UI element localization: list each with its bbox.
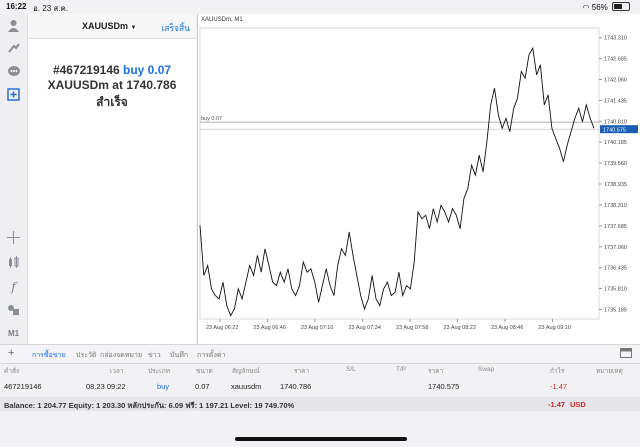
battery-percent: 56% <box>591 3 608 12</box>
battery-icon <box>612 2 630 11</box>
wifi-icon: ◠ <box>582 3 590 12</box>
order-line-label: buy 0.07 <box>201 116 222 122</box>
row-price: 1740.575 <box>428 382 460 391</box>
y-tick-label: 1735.810 <box>604 287 627 293</box>
y-tick-label: 1741.435 <box>604 98 627 104</box>
bottom-toolbar: + การซื้อขาย ประวัติ กล่องจดหมาย ข่าว บั… <box>0 344 640 364</box>
chevron-down-icon: ▼ <box>130 25 137 31</box>
row-time: 08.23 09:22 <box>86 382 126 391</box>
y-tick-label: 1737.060 <box>604 245 627 251</box>
order-status: สำเร็จ <box>96 95 128 109</box>
order-ticket-line: #467219146 buy 0.07 <box>28 63 196 77</box>
tab-news[interactable]: ข่าว <box>148 352 161 359</box>
col-symbol: สัญลักษณ์ <box>232 368 260 375</box>
left-toolbar: f M1 <box>0 14 28 344</box>
col-time: เวลา <box>110 368 124 375</box>
price-series-line <box>199 46 595 317</box>
x-tick-label: 23 Aug 06:46 <box>254 325 286 331</box>
order-ticket: #467219146 <box>52 63 124 77</box>
x-tick-label: 23 Aug 08:46 <box>491 325 523 331</box>
y-tick-label: 1738.935 <box>604 182 627 188</box>
y-tick-label: 1739.560 <box>604 161 627 167</box>
plot-frame <box>199 27 600 320</box>
date: อ. 23 ส.ค. <box>33 4 69 13</box>
col-profit: กำไร <box>550 368 565 375</box>
balance-bar: Balance: 1 204.77 Equity: 1 203.30 หลักป… <box>0 397 640 411</box>
chart-canvas: XAUUSDm, M1 1743.310 1742.685 1742.060 1741.… <box>199 17 638 331</box>
row-type: buy <box>157 382 170 391</box>
row-profit: -1.47 <box>550 382 568 391</box>
price-chart[interactable]: XAUUSDm, M1 1743.310 1742.685 1742.060 1741.… <box>197 14 640 344</box>
row-symbol: xauusdm <box>231 382 262 391</box>
add-icon[interactable]: + <box>8 347 15 359</box>
order-symbol: XAUUSDm at <box>47 78 127 92</box>
symbol-selector[interactable]: XAUUSDm ▼ <box>82 21 136 31</box>
x-tick-label: 23 Aug 07:10 <box>301 325 333 331</box>
chart-title: XAUUSDm, M1 <box>201 17 243 23</box>
x-tick-label: 23 Aug 09:10 <box>539 325 571 331</box>
home-indicator <box>235 437 407 441</box>
tab-mailbox[interactable]: กล่องจดหมาย <box>100 352 143 359</box>
done-button[interactable]: เสร็จสิ้น <box>161 23 190 33</box>
chat-icon[interactable] <box>4 62 23 81</box>
currency: USD <box>570 400 586 409</box>
order-price: 1740.786 <box>126 78 177 92</box>
x-tick-label: 23 Aug 07:58 <box>396 325 428 331</box>
timeframe-button[interactable]: M1 <box>7 329 20 338</box>
symbol-label: XAUUSDm <box>82 21 129 31</box>
status-bar: 16:22 อ. 23 ส.ค. ◠ 56% <box>0 0 640 14</box>
crosshair-icon[interactable] <box>4 228 23 247</box>
y-tick-label: 1735.185 <box>604 307 627 313</box>
total-profit: -1.47 <box>548 400 566 409</box>
col-sl: S/L <box>346 366 356 373</box>
balance-summary: Balance: 1 204.77 Equity: 1 203.30 หลักป… <box>4 401 295 410</box>
panel-header: XAUUSDm ▼ เสร็จสิ้น <box>28 14 196 39</box>
x-tick-label: 23 Aug 06:22 <box>206 325 238 331</box>
col-swap: Swap <box>478 366 495 373</box>
tab-trade[interactable]: การซื้อขาย <box>32 352 66 359</box>
account-icon[interactable] <box>4 16 23 35</box>
x-tick-label: 23 Aug 07:34 <box>349 325 381 331</box>
x-tick-label: 23 Aug 08:22 <box>444 325 476 331</box>
table-row[interactable]: 467219146 08.23 09:22 buy 0.07 xauusdm 1… <box>0 379 640 395</box>
new-order-icon[interactable] <box>4 85 23 104</box>
col-type: ประเภท <box>148 368 170 375</box>
tab-journal[interactable]: บันทึก <box>170 352 189 359</box>
col-ticket: คำสั่ง <box>4 368 20 375</box>
y-tick-label: 1742.685 <box>604 57 627 63</box>
col-comment: หมายเหตุ <box>596 368 623 375</box>
order-result-panel: XAUUSDm ▼ เสร็จสิ้น #467219146 buy 0.07 … <box>28 14 196 344</box>
y-tick-label: 1740.185 <box>604 140 627 146</box>
row-ticket: 467219146 <box>4 382 42 391</box>
current-price-label: 1740.575 <box>603 127 626 133</box>
indicators-icon[interactable]: f <box>11 279 16 294</box>
col-tp: T/P <box>396 366 407 373</box>
trades-table-header: คำสั่ง เวลา ประเภท ขนาด สัญลักษณ์ ราคา S… <box>0 363 640 377</box>
trade-icon[interactable] <box>4 39 23 58</box>
y-tick-label: 1738.310 <box>604 203 627 209</box>
y-tick-label: 1742.060 <box>604 78 627 84</box>
current-price-tag <box>600 125 638 134</box>
window-icon[interactable] <box>620 348 632 360</box>
y-tick-label: 1740.810 <box>604 119 627 125</box>
tab-settings[interactable]: การตั้งค่า <box>197 352 226 359</box>
y-tick-label: 1737.685 <box>604 224 627 230</box>
candles-icon[interactable] <box>4 253 23 272</box>
col-price: ราคา <box>428 368 444 375</box>
objects-icon[interactable] <box>4 300 23 319</box>
order-price-line: XAUUSDm at 1740.786 <box>28 78 196 92</box>
y-tick-label: 1736.435 <box>604 266 627 272</box>
row-volume: 0.07 <box>195 382 210 391</box>
tab-history[interactable]: ประวัติ <box>76 352 97 359</box>
col-volume: ขนาด <box>196 368 213 375</box>
y-tick-label: 1743.310 <box>604 36 627 42</box>
col-open-price: ราคา <box>294 368 310 375</box>
row-open-price: 1740.786 <box>280 382 312 391</box>
status-right: ◠ 56% <box>583 2 630 12</box>
order-action: buy 0.07 <box>123 63 172 77</box>
clock: 16:22 <box>6 2 27 11</box>
